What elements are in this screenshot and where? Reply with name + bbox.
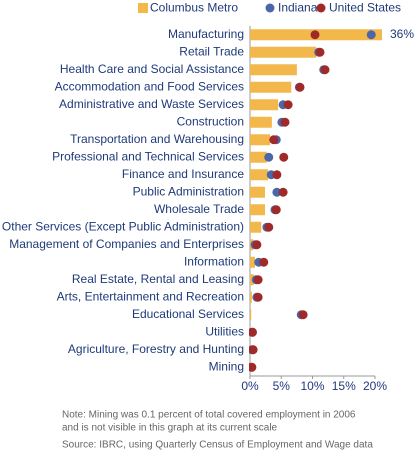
y-tick-label: Public Administration [133, 184, 244, 198]
bar [250, 116, 272, 128]
dot [280, 117, 290, 127]
dot [320, 65, 330, 75]
dot [264, 222, 274, 232]
dot [259, 257, 269, 267]
legend-label: Columbus Metro [150, 1, 238, 15]
y-tick-label: Finance and Insurance [122, 167, 244, 181]
x-tick-label: 0% [241, 379, 259, 393]
y-tick-label: Construction [177, 114, 244, 128]
dot [253, 275, 263, 285]
y-tick-label: Agriculture, Forestry and Hunting [68, 342, 244, 356]
dot [249, 327, 257, 337]
dot [295, 82, 305, 92]
y-tick-label: Administrative and Waste Services [59, 97, 244, 111]
dot [271, 205, 281, 215]
bar [250, 64, 297, 76]
legend-swatch [265, 3, 275, 13]
dot [272, 187, 282, 197]
y-tick-label: Arts, Entertainment and Recreation [57, 289, 244, 303]
x-tick-label: 20% [363, 379, 387, 393]
bar [250, 221, 262, 233]
legend-swatch [316, 3, 326, 13]
dot [264, 152, 274, 162]
dot [272, 170, 282, 180]
bar [250, 309, 252, 321]
y-tick-label: Wholesale Trade [154, 202, 244, 216]
note: Note: Mining was 0.1 percent of total co… [62, 410, 356, 421]
y-tick-label: Retail Trade [179, 44, 244, 58]
y-tick-label: Other Services (Except Public Administra… [2, 219, 244, 233]
bar [250, 204, 265, 216]
dot [249, 345, 258, 355]
note: and is not visible in this graph at its … [62, 423, 278, 434]
y-tick-label: Mining [209, 359, 244, 373]
bar [250, 169, 269, 181]
bar [250, 151, 267, 163]
bar [250, 46, 317, 58]
legend-label: United States [329, 1, 401, 15]
bar [250, 99, 279, 111]
dot [278, 187, 288, 197]
x-tick-label: 5% [273, 379, 291, 393]
bar [250, 291, 252, 303]
source: Source: IBRC, using Quarterly Census of … [62, 440, 373, 450]
bar [250, 186, 265, 198]
bar [250, 81, 292, 93]
bar [250, 134, 270, 146]
legend-swatch [138, 3, 148, 13]
data-label: 36% [390, 27, 414, 41]
dot [269, 135, 279, 145]
bar [250, 256, 255, 268]
y-tick-label: Accommodation and Food Services [55, 79, 244, 93]
dot [310, 30, 320, 40]
dot [315, 47, 325, 57]
legend-label: Indiana [278, 1, 318, 15]
dot [253, 292, 263, 302]
plot [249, 29, 382, 373]
y-tick-label: Information [184, 254, 244, 268]
x-tick-label: 10% [300, 379, 324, 393]
dot [366, 30, 376, 40]
y-tick-label: Utilities [205, 324, 244, 338]
dot [279, 152, 289, 162]
y-tick-label: Real Estate, Rental and Leasing [72, 272, 244, 286]
y-tick-label: Transportation and Warehousing [70, 132, 244, 146]
dot [252, 240, 262, 250]
x-tick-label: 15% [332, 379, 356, 393]
y-tick-label: Manufacturing [168, 27, 244, 41]
dot [298, 310, 308, 320]
y-tick-label: Health Care and Social Assistance [60, 62, 244, 76]
dot [249, 362, 257, 372]
y-tick-label: Professional and Technical Services [52, 149, 244, 163]
dot [283, 100, 293, 110]
y-tick-label: Management of Companies and Enterprises [9, 237, 244, 251]
y-tick-label: Educational Services [132, 307, 244, 321]
